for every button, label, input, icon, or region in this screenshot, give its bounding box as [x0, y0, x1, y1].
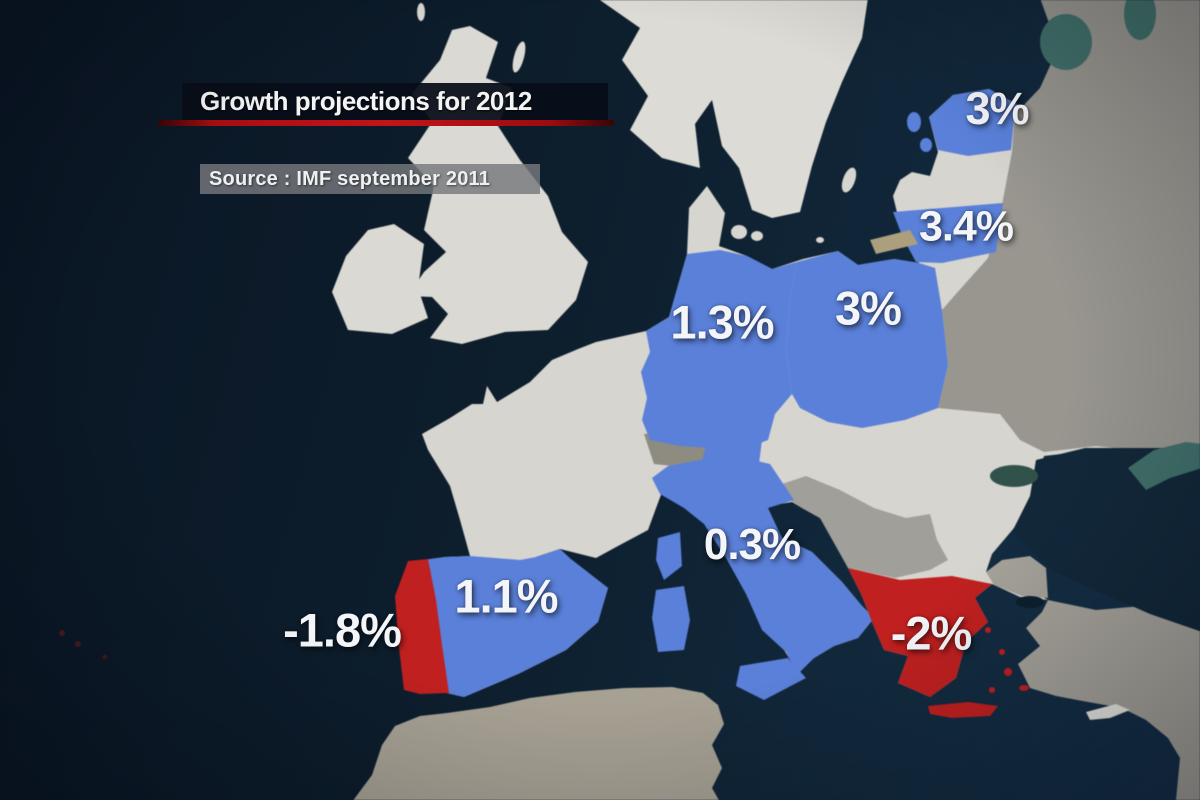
island-rhodes: [1019, 685, 1029, 691]
growth-label-lithuania: 3.4%: [918, 202, 1014, 251]
island-hiiumaa: [920, 138, 932, 152]
island-aegean-3: [1004, 668, 1012, 676]
region-north-africa: [353, 687, 724, 800]
peninsula-crimea: [1128, 442, 1200, 490]
island-crete: [928, 702, 998, 718]
island-azores-2: [75, 641, 81, 647]
country-italy: [652, 456, 874, 674]
growth-label-portugal: -1.8%: [283, 603, 402, 657]
island-sardinia: [652, 586, 690, 652]
island-orkney: [512, 41, 526, 73]
island-ibiza: [541, 635, 549, 641]
country-scandinavia: [599, 0, 868, 218]
sea-marmara: [1016, 596, 1044, 608]
growth-label-greece: -2%: [890, 606, 973, 660]
region-russia-east: [938, 0, 1200, 452]
region-thrace: [986, 556, 1048, 598]
island-bornholm: [816, 237, 824, 243]
island-saaremaa: [907, 112, 921, 132]
island-sicily: [736, 658, 806, 700]
sea-black-sea: [1012, 448, 1200, 632]
island-zealand: [731, 225, 747, 239]
source-bar: Source : IMF september 2011: [200, 164, 540, 194]
country-greece: [848, 568, 992, 697]
country-lithuania: [893, 203, 1003, 263]
island-aegean-1: [985, 627, 991, 633]
island-funen: [751, 231, 763, 241]
title-underline: [158, 120, 614, 126]
country-portugal: [395, 559, 449, 694]
country-poland: [786, 251, 948, 428]
lake-peipus: [1040, 14, 1092, 70]
island-aegean-4: [989, 687, 995, 693]
island-shetland: [417, 3, 425, 21]
country-turkey: [1018, 600, 1200, 800]
growth-label-italy: 0.3%: [703, 520, 801, 569]
region-balkans: [782, 476, 948, 578]
source-text: Source : IMF september 2011: [209, 167, 491, 190]
country-spain: [396, 549, 608, 697]
growth-label-estonia: 3%: [965, 83, 1029, 134]
lake-ladoga: [1124, 0, 1156, 40]
island-menorca: [584, 618, 596, 626]
title-bar: Growth projections for 2012: [182, 83, 608, 120]
country-estonia: [929, 89, 1022, 156]
region-kaliningrad: [870, 230, 918, 254]
country-germany: [641, 250, 797, 452]
danube-delta: [990, 465, 1038, 487]
island-corsica: [656, 532, 682, 580]
growth-label-germany: 1.3%: [670, 295, 774, 349]
island-aegean-2: [999, 649, 1005, 655]
growth-label-poland: 3%: [835, 281, 902, 335]
island-mallorca: [554, 626, 570, 634]
island-cyprus: [1086, 704, 1130, 720]
page-title: Growth projections for 2012: [200, 86, 532, 116]
island-azores-1: [59, 630, 65, 636]
island-gotland: [841, 167, 857, 193]
island-madeira: [102, 654, 108, 660]
growth-label-spain: 1.1%: [454, 569, 558, 623]
country-ireland: [332, 224, 428, 334]
